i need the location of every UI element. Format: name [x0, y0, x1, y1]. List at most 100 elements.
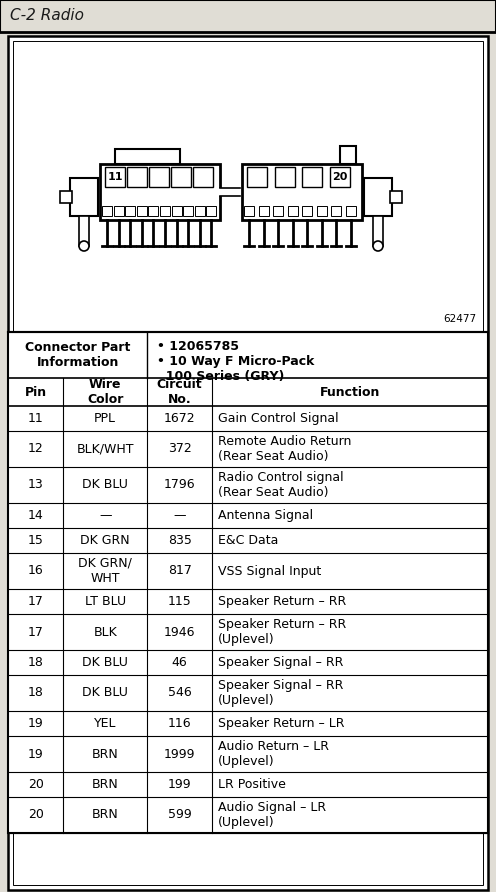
Text: DK GRN: DK GRN — [80, 534, 130, 547]
Circle shape — [373, 241, 383, 251]
Text: 18: 18 — [28, 656, 44, 669]
Bar — [364, 178, 392, 216]
Bar — [247, 167, 267, 187]
Text: PPL: PPL — [94, 412, 116, 425]
Text: VSS Signal Input: VSS Signal Input — [218, 565, 321, 577]
Bar — [127, 167, 147, 187]
Bar — [340, 146, 356, 164]
Bar — [137, 206, 147, 216]
Bar — [115, 149, 180, 164]
Text: 12: 12 — [28, 442, 44, 456]
Bar — [329, 167, 350, 187]
Bar — [206, 206, 216, 216]
Bar — [373, 216, 383, 246]
Bar — [148, 206, 158, 216]
Text: 18: 18 — [28, 687, 44, 699]
Bar — [102, 206, 112, 216]
Bar — [244, 206, 254, 216]
Text: Speaker Signal – RR
(Uplevel): Speaker Signal – RR (Uplevel) — [218, 679, 343, 707]
Text: 817: 817 — [168, 565, 191, 577]
Bar — [242, 164, 362, 220]
Text: Speaker Return – RR: Speaker Return – RR — [218, 595, 346, 608]
Text: DK BLU: DK BLU — [82, 478, 128, 491]
Bar — [390, 191, 402, 203]
Text: 16: 16 — [28, 565, 44, 577]
Bar — [160, 206, 170, 216]
Bar — [114, 206, 124, 216]
Bar — [60, 191, 72, 203]
Text: BLK/WHT: BLK/WHT — [76, 442, 134, 456]
Text: • 10 Way F Micro-Pack: • 10 Way F Micro-Pack — [157, 355, 314, 368]
Text: 15: 15 — [28, 534, 44, 547]
Text: 100 Series (GRY): 100 Series (GRY) — [157, 370, 285, 383]
Text: Circuit
No.: Circuit No. — [157, 378, 202, 406]
Text: 835: 835 — [168, 534, 191, 547]
Text: 20: 20 — [28, 778, 44, 791]
Bar — [100, 164, 220, 220]
Bar — [125, 206, 135, 216]
Bar — [149, 167, 169, 187]
Text: Speaker Return – RR
(Uplevel): Speaker Return – RR (Uplevel) — [218, 618, 346, 646]
Text: —: — — [173, 509, 186, 522]
Bar — [219, 188, 241, 196]
Text: 17: 17 — [28, 625, 44, 639]
Bar — [79, 216, 89, 246]
Text: 19: 19 — [28, 747, 44, 761]
Bar — [331, 206, 341, 216]
Text: DK BLU: DK BLU — [82, 656, 128, 669]
Text: 1672: 1672 — [164, 412, 195, 425]
Text: Audio Return – LR
(Uplevel): Audio Return – LR (Uplevel) — [218, 740, 329, 768]
Text: 1946: 1946 — [164, 625, 195, 639]
Text: BRN: BRN — [92, 808, 119, 822]
Text: • 12065785: • 12065785 — [157, 340, 239, 353]
Text: 1796: 1796 — [164, 478, 195, 491]
Text: Gain Control Signal: Gain Control Signal — [218, 412, 339, 425]
Bar — [193, 167, 213, 187]
Text: LT BLU: LT BLU — [85, 595, 126, 608]
Bar — [0, 0, 496, 32]
Text: 62477: 62477 — [443, 314, 476, 324]
Text: 1999: 1999 — [164, 747, 195, 761]
Bar — [316, 206, 326, 216]
Text: C-2 Radio: C-2 Radio — [10, 9, 84, 23]
Text: BRN: BRN — [92, 747, 119, 761]
Text: Antenna Signal: Antenna Signal — [218, 509, 313, 522]
Text: LR Positive: LR Positive — [218, 778, 286, 791]
Bar — [258, 206, 268, 216]
Text: 372: 372 — [168, 442, 191, 456]
Text: 599: 599 — [168, 808, 191, 822]
Text: Radio Control signal
(Rear Seat Audio): Radio Control signal (Rear Seat Audio) — [218, 471, 344, 499]
Text: 14: 14 — [28, 509, 44, 522]
Text: YEL: YEL — [94, 717, 117, 730]
Text: DK GRN/
WHT: DK GRN/ WHT — [78, 557, 132, 585]
Text: Connector Part
Information: Connector Part Information — [25, 341, 130, 369]
Text: 11: 11 — [107, 172, 123, 182]
Bar — [171, 167, 191, 187]
Bar — [8, 332, 488, 833]
Bar — [274, 167, 295, 187]
Text: 20: 20 — [332, 172, 347, 182]
Text: 17: 17 — [28, 595, 44, 608]
Bar — [302, 167, 322, 187]
Bar — [288, 206, 298, 216]
Text: 13: 13 — [28, 478, 44, 491]
Text: Speaker Signal – RR: Speaker Signal – RR — [218, 656, 343, 669]
Bar — [302, 206, 312, 216]
Text: Audio Signal – LR
(Uplevel): Audio Signal – LR (Uplevel) — [218, 801, 326, 829]
Bar — [346, 206, 356, 216]
Text: —: — — [99, 509, 112, 522]
Bar — [183, 206, 193, 216]
Bar — [172, 206, 182, 216]
Text: 546: 546 — [168, 687, 191, 699]
Text: Wire
Color: Wire Color — [87, 378, 124, 406]
Text: Pin: Pin — [24, 385, 47, 399]
Text: 46: 46 — [172, 656, 187, 669]
Bar — [8, 332, 488, 833]
Text: BLK: BLK — [93, 625, 117, 639]
Text: 116: 116 — [168, 717, 191, 730]
Bar — [70, 178, 98, 216]
Text: 19: 19 — [28, 717, 44, 730]
Text: 20: 20 — [28, 808, 44, 822]
Text: BRN: BRN — [92, 778, 119, 791]
Text: 115: 115 — [168, 595, 191, 608]
